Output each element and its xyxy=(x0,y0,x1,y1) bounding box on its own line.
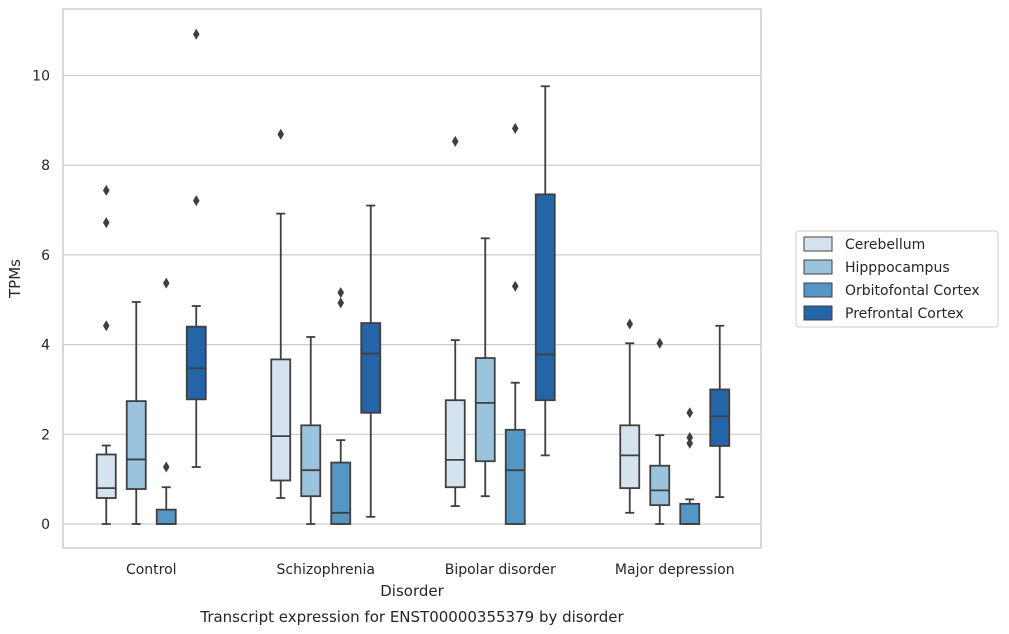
legend-label: Cerebellum xyxy=(845,237,925,253)
box-orbitofontal-cortex-control xyxy=(155,277,177,525)
box-prefrontal-cortex-control xyxy=(185,28,207,468)
box-hipppocampus-bipolar-disorder xyxy=(474,237,496,498)
box-series xyxy=(95,28,731,525)
iqr-box xyxy=(95,453,117,499)
outlier-point xyxy=(192,28,200,40)
outlier-point xyxy=(192,195,200,207)
iqr-box xyxy=(270,358,292,482)
box-hipppocampus-control xyxy=(125,301,147,525)
box-hipppocampus-major-depression xyxy=(649,337,671,525)
box-cerebellum-control xyxy=(95,184,117,525)
iqr-box xyxy=(679,502,701,525)
box-orbitofontal-cortex-major-depression xyxy=(679,407,701,525)
y-tick-label: 6 xyxy=(41,248,50,264)
iqr-box xyxy=(125,400,147,490)
legend-label: Prefrontal Cortex xyxy=(845,306,964,322)
iqr-box xyxy=(444,399,466,489)
iqr-box xyxy=(330,461,352,525)
box-cerebellum-schizophrenia xyxy=(270,128,292,499)
outlier-point xyxy=(626,318,634,330)
axes: 0 2 4 6 8 10 Control Schizophrenia Bipolar disor… xyxy=(32,69,734,579)
outlier-point xyxy=(511,280,519,292)
iqr-box xyxy=(474,357,496,463)
outlier-point xyxy=(277,128,285,140)
legend-frame xyxy=(795,230,999,328)
chart-title: Transcript expression for ENST0000035537… xyxy=(199,608,624,626)
box-cerebellum-major-depression xyxy=(619,318,641,514)
outlier-point xyxy=(451,135,459,147)
outlier-point xyxy=(656,337,664,349)
outlier-point xyxy=(686,431,694,443)
outlier-point xyxy=(162,277,170,289)
outlier-point xyxy=(102,184,110,196)
legend-swatch xyxy=(803,305,833,321)
box-prefrontal-cortex-schizophrenia xyxy=(360,204,382,518)
legend-swatch xyxy=(803,282,833,298)
box-prefrontal-cortex-bipolar-disorder xyxy=(534,85,556,457)
iqr-box xyxy=(185,325,207,401)
outlier-point xyxy=(686,407,694,419)
outlier-point xyxy=(102,320,110,332)
iqr-box xyxy=(504,428,526,525)
box-orbitofontal-cortex-bipolar-disorder xyxy=(504,122,526,525)
iqr-box xyxy=(300,424,322,498)
y-tick-label: 0 xyxy=(41,517,50,533)
outlier-point xyxy=(162,461,170,473)
x-tick-label: Schizophrenia xyxy=(277,562,375,578)
plot-frame xyxy=(62,8,762,549)
outlier-point xyxy=(337,287,345,299)
iqr-box xyxy=(360,322,382,414)
outlier-point xyxy=(102,217,110,229)
legend-label: Hipppocampus xyxy=(845,260,950,276)
outlier-point xyxy=(337,297,345,309)
x-tick-label: Major depression xyxy=(615,562,735,578)
iqr-box xyxy=(534,193,556,402)
legend: Cerebellum Hipppocampus Orbitofontal Corte… xyxy=(795,230,999,328)
y-tick-label: 2 xyxy=(41,427,50,443)
iqr-box xyxy=(709,388,731,447)
iqr-box xyxy=(619,424,641,490)
y-axis-label: TPMs xyxy=(6,259,24,299)
legend-swatch xyxy=(803,259,833,275)
box-prefrontal-cortex-major-depression xyxy=(709,324,731,498)
grid-lines xyxy=(63,74,761,525)
legend-label: Orbitofontal Cortex xyxy=(845,283,980,299)
y-tick-label: 10 xyxy=(32,69,50,85)
iqr-box xyxy=(649,464,671,507)
outlier-point xyxy=(511,122,519,134)
x-tick-label: Bipolar disorder xyxy=(445,562,556,578)
outlier-point xyxy=(686,437,694,449)
y-tick-label: 4 xyxy=(41,338,50,354)
box-cerebellum-bipolar-disorder xyxy=(444,135,466,507)
iqr-box xyxy=(155,508,177,525)
box-orbitofontal-cortex-schizophrenia xyxy=(330,287,352,525)
box-hipppocampus-schizophrenia xyxy=(300,336,322,525)
legend-swatch xyxy=(803,236,833,252)
y-tick-label: 8 xyxy=(41,158,50,174)
x-axis-label: Disorder xyxy=(380,582,444,600)
x-tick-label: Control xyxy=(126,562,177,578)
